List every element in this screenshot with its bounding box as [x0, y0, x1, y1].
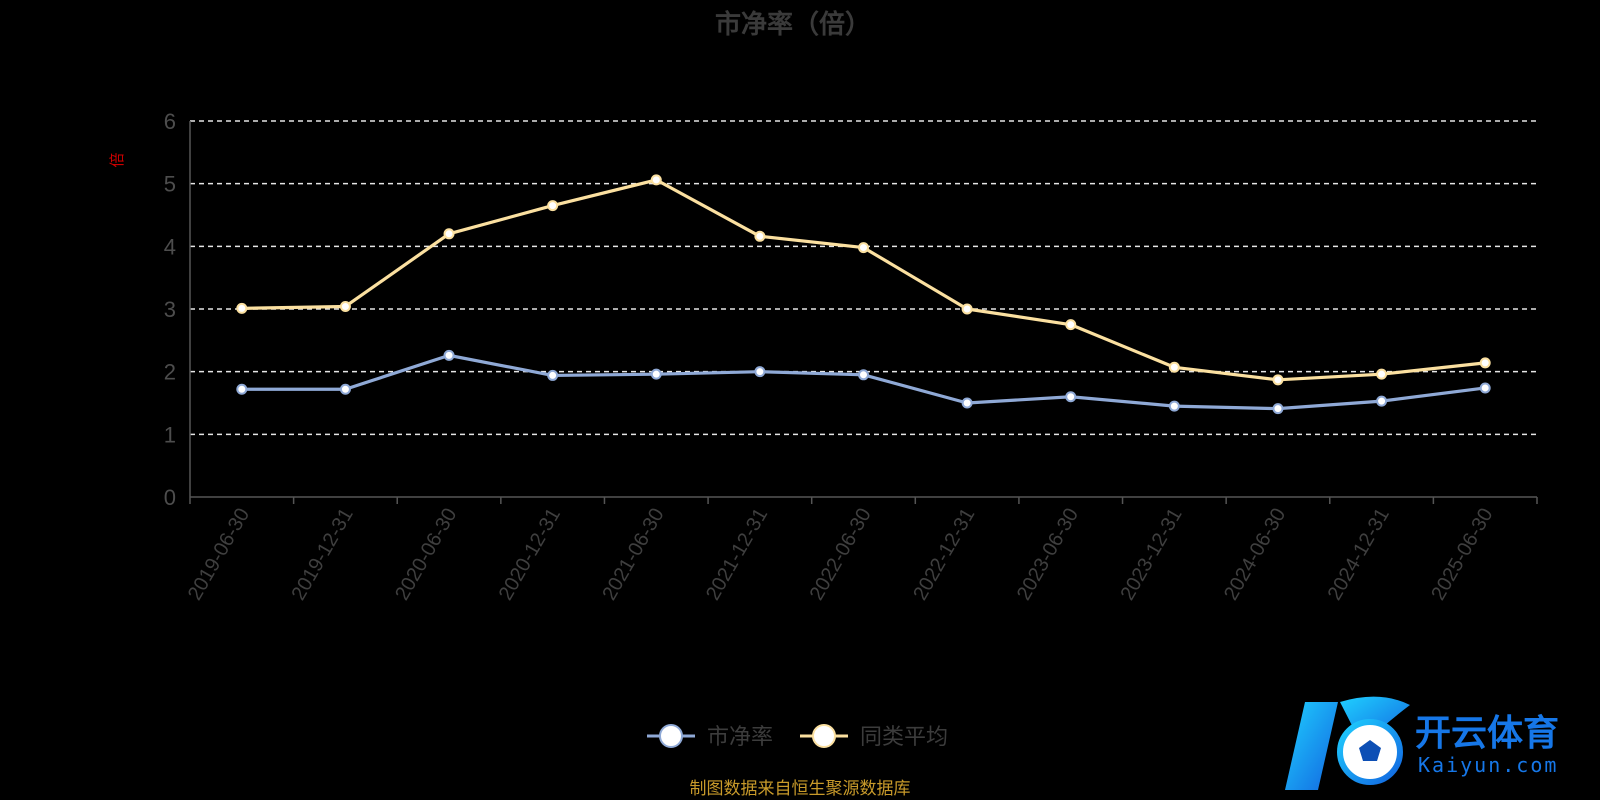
y-tick-label: 0 [164, 485, 176, 510]
x-tick-label: 2020-06-30 [391, 505, 461, 605]
x-tick-label: 2025-06-30 [1427, 505, 1497, 605]
data-point[interactable] [858, 369, 869, 381]
y-tick-label: 4 [164, 234, 176, 259]
series-0 [236, 349, 1491, 415]
data-point[interactable] [961, 303, 973, 315]
y-axis-label: 倍 [108, 152, 126, 167]
brand-name-en: Kaiyun.com [1418, 753, 1558, 777]
legend-marker [659, 724, 683, 748]
y-tick-label: 3 [164, 297, 176, 322]
brand-name-cn: 开云体育 [1415, 713, 1559, 754]
data-point[interactable] [1479, 357, 1491, 369]
data-point[interactable] [1168, 361, 1180, 373]
data-point[interactable] [1272, 403, 1284, 415]
data-point[interactable] [339, 300, 351, 312]
legend[interactable]: 市净率 同类平均 [647, 724, 948, 750]
x-tick-label: 2019-12-31 [288, 505, 358, 605]
gridlines [190, 120, 1537, 436]
x-tick-label: 2019-06-30 [184, 505, 254, 605]
legend-item[interactable]: 同类平均 [800, 724, 948, 750]
data-point[interactable] [754, 366, 766, 378]
y-tick-label: 2 [164, 360, 176, 385]
legend-marker [812, 724, 836, 748]
x-tick-label: 2022-06-30 [806, 505, 876, 605]
x-tick-label: 2024-12-31 [1324, 505, 1394, 605]
data-point[interactable] [650, 174, 662, 186]
watermark-logo: 开云体育 Kaiyun.com [1285, 696, 1559, 790]
x-tick-label: 2023-06-30 [1013, 505, 1083, 605]
data-point[interactable] [1168, 400, 1180, 412]
y-tick-label: 1 [164, 422, 176, 447]
series-1 [236, 174, 1491, 386]
data-point[interactable] [650, 368, 662, 380]
data-point[interactable] [754, 230, 766, 242]
data-point[interactable] [443, 228, 455, 240]
legend-label: 市净率 [707, 725, 773, 750]
chart-title: 市净率（倍） [715, 9, 871, 40]
data-point[interactable] [236, 302, 248, 314]
series-line [241, 178, 1486, 382]
y-tick-label: 6 [164, 109, 176, 134]
x-tick-label: 2024-06-30 [1220, 505, 1290, 605]
y-tick-label: 5 [164, 172, 176, 197]
data-point[interactable] [236, 383, 248, 395]
data-point[interactable] [547, 200, 559, 212]
data-point[interactable] [961, 397, 973, 409]
data-point[interactable] [1272, 374, 1284, 386]
data-point[interactable] [1376, 368, 1388, 380]
series-line [241, 353, 1486, 411]
x-tick-label: 2021-12-31 [702, 505, 772, 605]
legend-label: 同类平均 [860, 725, 948, 750]
data-point[interactable] [339, 383, 351, 395]
data-point[interactable] [1479, 382, 1491, 394]
data-point[interactable] [1376, 395, 1388, 407]
x-tick-label: 2023-12-31 [1116, 505, 1186, 605]
data-point[interactable] [547, 369, 559, 381]
x-tick-label: 2020-12-31 [495, 505, 565, 605]
logo-k-icon [1285, 702, 1338, 790]
data-point[interactable] [858, 242, 869, 254]
series-lines [236, 174, 1491, 415]
legend-item[interactable]: 市净率 [647, 724, 773, 750]
data-point[interactable] [1065, 391, 1077, 403]
x-tick-label: 2022-12-31 [909, 505, 979, 605]
data-point[interactable] [1065, 319, 1077, 331]
data-point[interactable] [443, 349, 455, 361]
source-note: 制图数据来自恒生聚源数据库 [690, 779, 911, 799]
x-tick-label: 2021-06-30 [598, 505, 668, 605]
